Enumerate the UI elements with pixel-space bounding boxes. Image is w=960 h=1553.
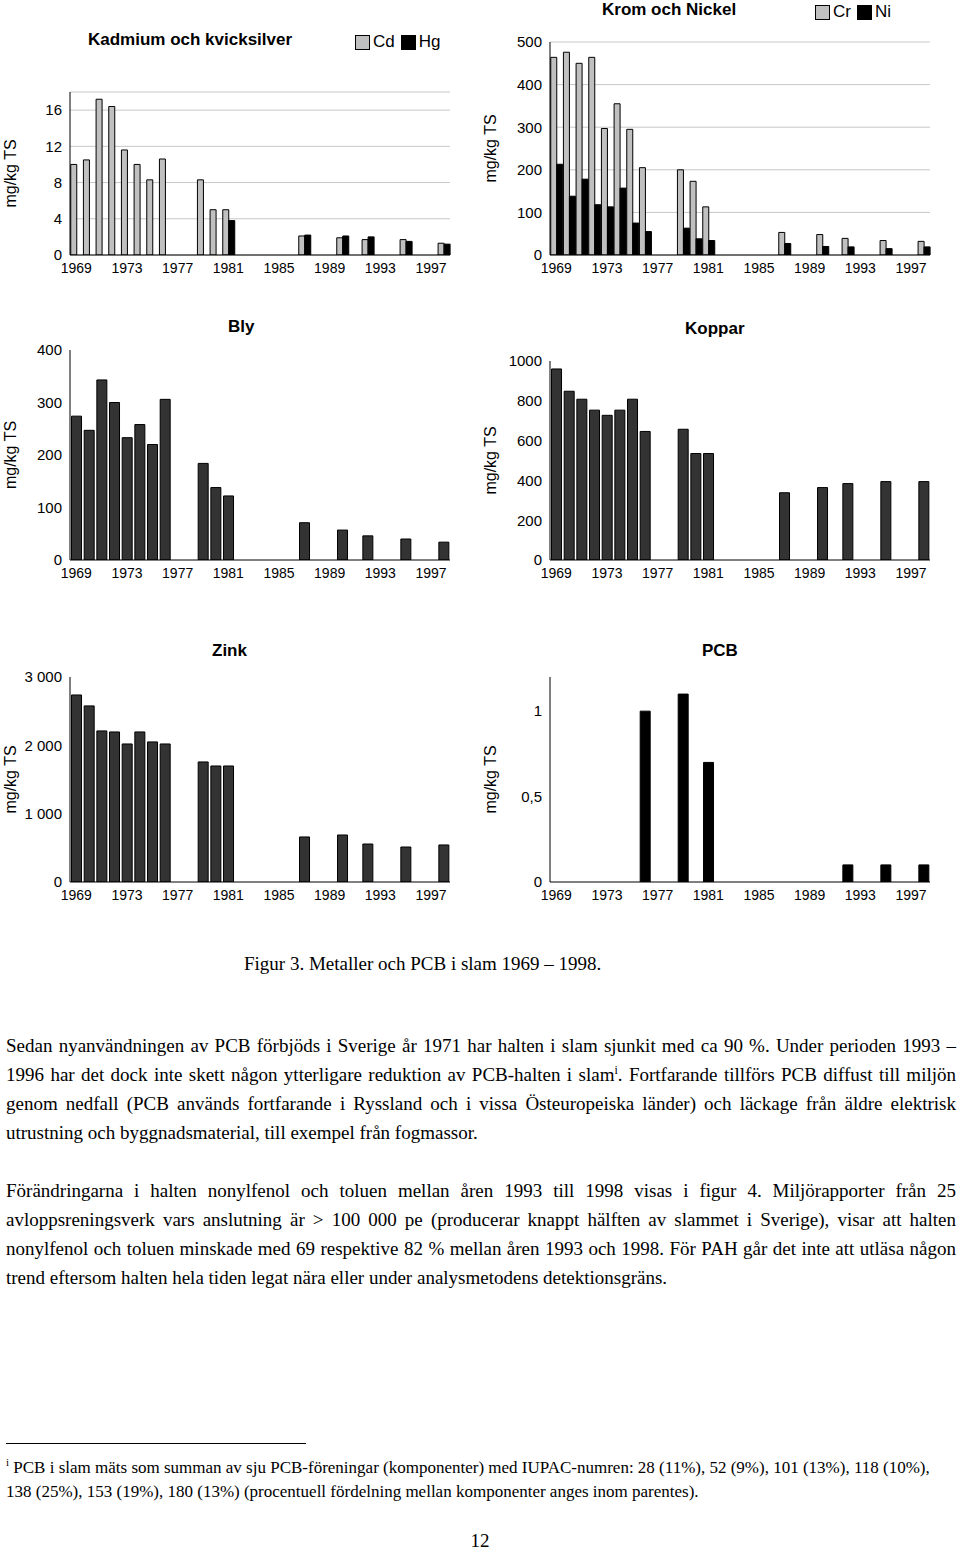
svg-text:mg/kg TS: mg/kg TS xyxy=(482,426,499,494)
svg-text:1: 1 xyxy=(534,702,542,719)
html-text:Förändringarna i halten nonylf: Förändringarna i halten nonylfenol och t… xyxy=(6,1180,956,1288)
svg-text:1985: 1985 xyxy=(743,887,774,903)
svg-text:400: 400 xyxy=(517,472,542,489)
svg-text:1981: 1981 xyxy=(213,260,244,276)
svg-text:1989: 1989 xyxy=(794,260,825,276)
svg-text:1997: 1997 xyxy=(895,260,926,276)
svg-text:400: 400 xyxy=(37,341,62,358)
html-text:Koppar: Koppar xyxy=(685,319,745,338)
html-text:Zink: Zink xyxy=(212,641,247,660)
svg-text:3 000: 3 000 xyxy=(24,668,62,685)
svg-text:1989: 1989 xyxy=(314,260,345,276)
svg-text:600: 600 xyxy=(517,432,542,449)
svg-text:1977: 1977 xyxy=(162,887,193,903)
svg-text:1985: 1985 xyxy=(263,565,294,581)
svg-text:1973: 1973 xyxy=(591,260,622,276)
html-text:Kadmium och kvicksilver: Kadmium och kvicksilver xyxy=(88,30,293,49)
svg-text:1973: 1973 xyxy=(111,260,142,276)
svg-text:1977: 1977 xyxy=(642,260,673,276)
svg-text:1981: 1981 xyxy=(693,260,724,276)
svg-text:1993: 1993 xyxy=(845,260,876,276)
html-text:i PCB i slam mäts som summan a: i PCB i slam mäts som summan av sju PCB-… xyxy=(6,1456,930,1501)
svg-text:1973: 1973 xyxy=(591,887,622,903)
svg-text:200: 200 xyxy=(517,161,542,178)
html-text:PCB: PCB xyxy=(702,641,738,660)
svg-text:1989: 1989 xyxy=(314,887,345,903)
svg-text:2 000: 2 000 xyxy=(24,737,62,754)
svg-text:1993: 1993 xyxy=(365,565,396,581)
svg-text:1997: 1997 xyxy=(415,565,446,581)
svg-text:1969: 1969 xyxy=(61,565,92,581)
svg-text:1969: 1969 xyxy=(541,260,572,276)
svg-text:1989: 1989 xyxy=(794,887,825,903)
svg-text:0: 0 xyxy=(534,551,542,568)
html-text:12: 12 xyxy=(470,1530,490,1551)
svg-text:1989: 1989 xyxy=(794,565,825,581)
svg-text:1973: 1973 xyxy=(111,565,142,581)
svg-text:800: 800 xyxy=(517,392,542,409)
svg-text:1977: 1977 xyxy=(642,565,673,581)
svg-text:16: 16 xyxy=(45,101,62,118)
svg-text:1000: 1000 xyxy=(509,352,542,369)
svg-text:200: 200 xyxy=(37,446,62,463)
svg-text:mg/kg TS: mg/kg TS xyxy=(8,139,19,207)
svg-text:300: 300 xyxy=(37,394,62,411)
svg-text:4: 4 xyxy=(54,210,62,227)
svg-text:mg/kg TS: mg/kg TS xyxy=(482,114,499,182)
svg-text:1997: 1997 xyxy=(895,887,926,903)
svg-text:0: 0 xyxy=(54,873,62,890)
html-text:Sedan nyanvändningen av PCB fö: Sedan nyanvändningen av PCB förbjöds i S… xyxy=(6,1035,956,1143)
svg-text:1993: 1993 xyxy=(845,565,876,581)
svg-text:1985: 1985 xyxy=(263,887,294,903)
svg-text:12: 12 xyxy=(45,138,62,155)
svg-text:300: 300 xyxy=(517,119,542,136)
svg-text:1977: 1977 xyxy=(162,260,193,276)
svg-text:1985: 1985 xyxy=(743,565,774,581)
svg-text:1977: 1977 xyxy=(162,565,193,581)
svg-text:0,5: 0,5 xyxy=(521,788,542,805)
svg-text:1993: 1993 xyxy=(365,887,396,903)
svg-text:1981: 1981 xyxy=(213,887,244,903)
svg-text:1973: 1973 xyxy=(591,565,622,581)
svg-text:1989: 1989 xyxy=(314,565,345,581)
svg-text:1985: 1985 xyxy=(263,260,294,276)
svg-text:1969: 1969 xyxy=(541,565,572,581)
svg-text:mg/kg TS: mg/kg TS xyxy=(8,745,19,813)
svg-text:1973: 1973 xyxy=(111,887,142,903)
html-text:Krom och Nickel: Krom och Nickel xyxy=(602,0,737,19)
svg-text:1969: 1969 xyxy=(61,887,92,903)
svg-text:400: 400 xyxy=(517,76,542,93)
html-text:Hg: Hg xyxy=(418,32,441,51)
svg-text:500: 500 xyxy=(517,33,542,50)
svg-text:0: 0 xyxy=(54,246,62,263)
svg-text:1977: 1977 xyxy=(642,887,673,903)
svg-text:8: 8 xyxy=(54,174,62,191)
html-text:Cd: Cd xyxy=(373,32,395,51)
svg-text:1 000: 1 000 xyxy=(24,805,62,822)
svg-text:1997: 1997 xyxy=(415,260,446,276)
svg-text:0: 0 xyxy=(54,551,62,568)
svg-text:100: 100 xyxy=(37,499,62,516)
svg-text:1981: 1981 xyxy=(693,887,724,903)
svg-text:1993: 1993 xyxy=(365,260,396,276)
svg-text:200: 200 xyxy=(517,512,542,529)
html-text:Figur 3. Metaller och PCB i sl: Figur 3. Metaller och PCB i slam 1969 – … xyxy=(244,953,602,974)
svg-text:1993: 1993 xyxy=(845,887,876,903)
svg-text:1985: 1985 xyxy=(743,260,774,276)
svg-text:1969: 1969 xyxy=(61,260,92,276)
html-text:Cr: Cr xyxy=(833,2,851,21)
html-text:Ni: Ni xyxy=(875,2,891,21)
svg-text:0: 0 xyxy=(534,873,542,890)
svg-text:0: 0 xyxy=(534,246,542,263)
svg-text:100: 100 xyxy=(517,204,542,221)
svg-text:1981: 1981 xyxy=(693,565,724,581)
svg-text:1997: 1997 xyxy=(415,887,446,903)
svg-text:mg/kg TS: mg/kg TS xyxy=(8,421,19,489)
svg-text:1981: 1981 xyxy=(213,565,244,581)
html-text:Bly: Bly xyxy=(228,317,255,336)
svg-text:1969: 1969 xyxy=(541,887,572,903)
svg-text:1997: 1997 xyxy=(895,565,926,581)
svg-text:mg/kg TS: mg/kg TS xyxy=(482,745,499,813)
